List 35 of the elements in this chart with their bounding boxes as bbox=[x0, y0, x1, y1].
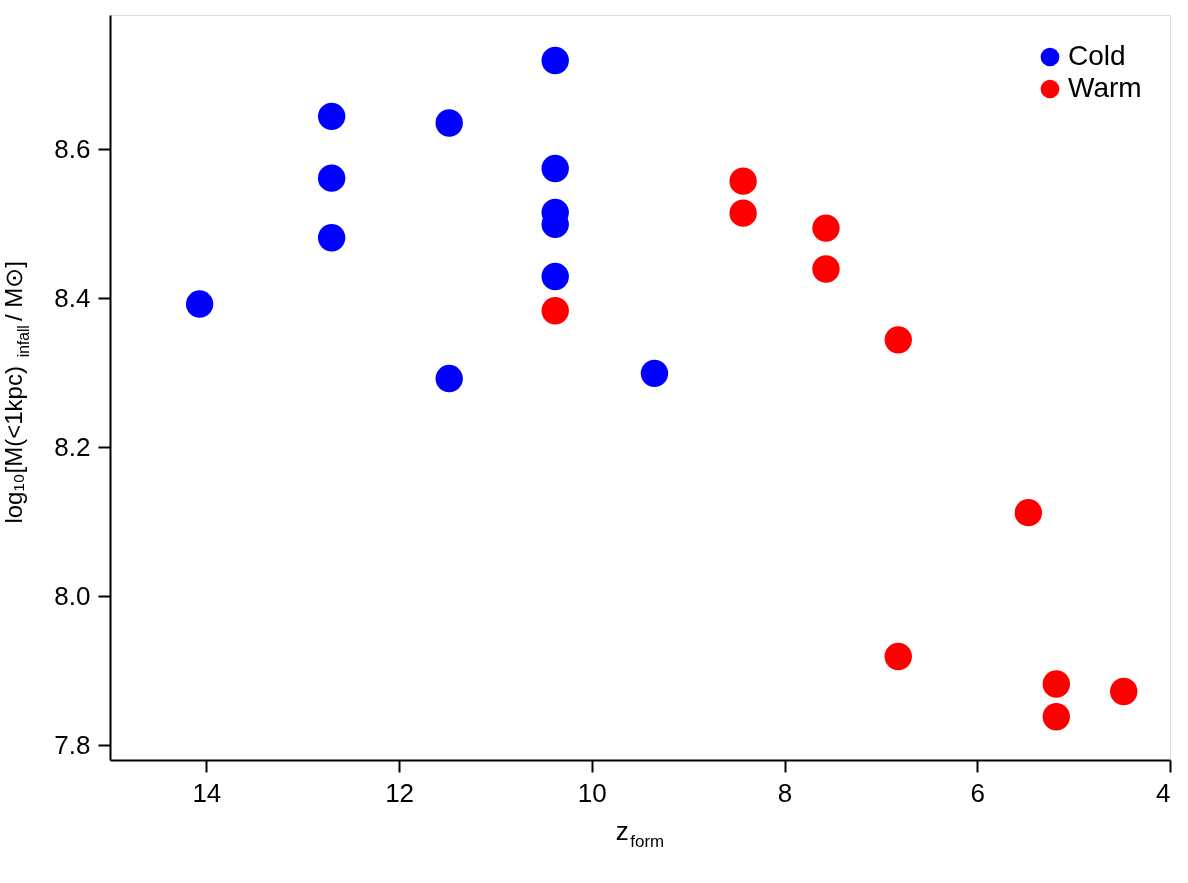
x-tick-label: 8 bbox=[777, 777, 793, 808]
point bbox=[435, 109, 463, 137]
point bbox=[317, 102, 346, 130]
y-tick-label: 7.8 bbox=[54, 729, 91, 760]
legend-label: Cold bbox=[1068, 40, 1126, 71]
legend-label: Warm bbox=[1068, 72, 1142, 103]
x-tick-label: 10 bbox=[577, 777, 607, 808]
point bbox=[1042, 670, 1070, 698]
y-tick-label: 8.6 bbox=[54, 133, 91, 164]
x-tick-label: 14 bbox=[192, 777, 222, 808]
x-tick-label: 6 bbox=[970, 777, 986, 808]
x-tick-label: 4 bbox=[1156, 777, 1171, 808]
y-tick-label: 8.0 bbox=[54, 580, 91, 611]
point bbox=[884, 326, 912, 354]
point bbox=[541, 154, 569, 183]
point bbox=[884, 642, 912, 671]
point bbox=[541, 297, 569, 325]
point bbox=[1014, 498, 1043, 527]
point bbox=[435, 364, 463, 393]
point bbox=[1042, 703, 1070, 731]
point bbox=[640, 359, 669, 388]
point bbox=[729, 199, 757, 227]
point bbox=[729, 167, 757, 195]
point bbox=[317, 224, 346, 252]
point bbox=[1110, 677, 1138, 706]
y-axis-title: log₁₀[M(<1kpc)infall / M⊙] bbox=[0, 261, 32, 524]
point bbox=[812, 255, 840, 283]
point bbox=[541, 262, 569, 291]
x-tick-label: 12 bbox=[385, 777, 415, 808]
point bbox=[812, 214, 840, 242]
y-tick-label: 8.2 bbox=[54, 431, 91, 462]
y-tick-label: 8.4 bbox=[54, 282, 91, 313]
point bbox=[185, 290, 214, 318]
point bbox=[317, 164, 346, 192]
point bbox=[541, 46, 569, 75]
